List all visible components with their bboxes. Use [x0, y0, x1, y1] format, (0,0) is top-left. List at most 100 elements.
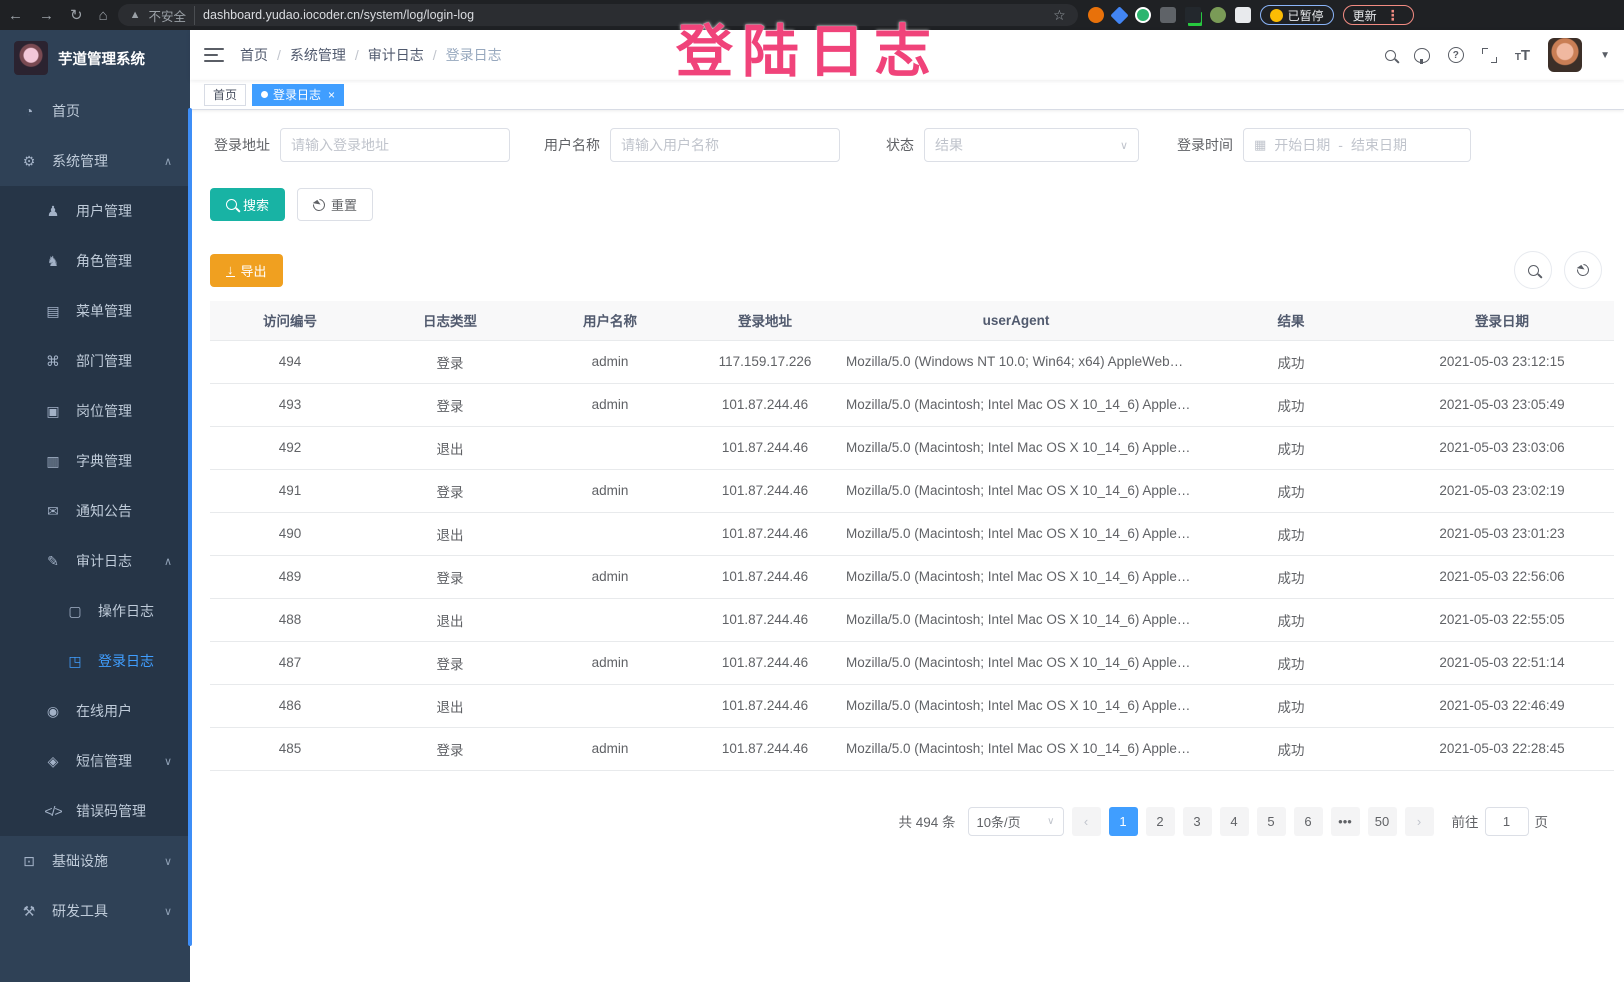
table-row[interactable]: 485 登录 admin 101.87.244.46 Mozilla/5.0 (Maci…	[210, 727, 1614, 771]
date-range-picker[interactable]: ▦ 开始日期 - 结束日期	[1243, 128, 1471, 162]
table-header: 访问编号 日志类型 用户名称 登录地址 userAgent 结果 登录日期	[210, 301, 1614, 340]
github-icon[interactable]	[1413, 47, 1430, 64]
sidebar-item-sms[interactable]: ◈ 短信管理 ∨	[0, 736, 190, 786]
sidebar-item-login-log[interactable]: ◳ 登录日志	[0, 636, 190, 686]
extension-icon-3[interactable]	[1134, 7, 1151, 23]
online-icon: ◉	[46, 702, 60, 719]
table-row[interactable]: 493 登录 admin 101.87.244.46 Mozilla/5.0 (Maci…	[210, 383, 1614, 427]
tag-login-log[interactable]: 登录日志 ×	[252, 83, 345, 106]
browser-home-icon[interactable]: ⌂	[98, 6, 108, 24]
extension-icon-on[interactable]	[1184, 7, 1201, 23]
search-icon[interactable]	[1384, 49, 1396, 61]
sidebar-item-users[interactable]: ♟ 用户管理	[0, 186, 190, 236]
browser-back-icon[interactable]: ←	[8, 6, 23, 24]
page-button-5[interactable]: 5	[1256, 806, 1286, 836]
page-size-select[interactable]: 10条/页 ∨	[967, 806, 1064, 836]
update-button[interactable]: 更新 ⋮	[1342, 5, 1414, 25]
extension-icon-1[interactable]	[1087, 7, 1104, 23]
start-date-placeholder: 开始日期	[1274, 137, 1331, 153]
extension-icon-5[interactable]	[1209, 7, 1226, 23]
fullscreen-icon[interactable]	[1481, 47, 1497, 63]
page-button-6[interactable]: 6	[1293, 806, 1323, 836]
sidebar-scrollbar[interactable]	[188, 108, 192, 946]
tag-home[interactable]: 首页	[204, 83, 247, 106]
sidebar-item-system[interactable]: ⚙ 系统管理 ∧	[0, 136, 190, 186]
sidebar-item-home[interactable]: ◔ 首页	[0, 86, 190, 136]
address-bar[interactable]: ▲ 不安全 dashboard.yudao.iocoder.cn/system/…	[117, 4, 1078, 26]
table-row[interactable]: 487 登录 admin 101.87.244.46 Mozilla/5.0 (Maci…	[210, 641, 1614, 685]
extension-icon-2[interactable]	[1109, 5, 1129, 25]
export-button[interactable]: ↓ 导出	[210, 253, 283, 287]
refresh-table-button[interactable]	[1564, 251, 1602, 289]
dashboard-icon: ◔	[24, 103, 34, 119]
font-size-icon[interactable]: TT	[1514, 46, 1531, 64]
tools-icon: ⚒	[22, 902, 36, 919]
sidebar-item-departments[interactable]: ⌘ 部门管理	[46, 352, 132, 370]
page-button-3[interactable]: 3	[1182, 806, 1212, 836]
page-button-1[interactable]: 1	[1108, 806, 1138, 836]
table-row[interactable]: 489 登录 admin 101.87.244.46 Mozilla/5.0 (Maci…	[210, 555, 1614, 599]
sidebar-item-roles[interactable]: ♞ 角色管理	[0, 236, 190, 286]
col-ip: 登录地址	[690, 301, 840, 340]
table-row[interactable]: 486 退出 101.87.244.46 Mozilla/5.0 (Macintosh…	[210, 684, 1614, 728]
username-input[interactable]	[621, 137, 829, 153]
login-address-input[interactable]	[291, 137, 499, 153]
badge-icon: ▣	[46, 402, 60, 419]
sidebar-item-dicts[interactable]: ▥ 字典管理	[0, 436, 190, 486]
table-row[interactable]: 494 登录 admin 117.159.17.226 Mozilla/5.0 (Win…	[210, 339, 1614, 384]
page-button-2[interactable]: 2	[1145, 806, 1175, 836]
page-ellipsis[interactable]: •••	[1330, 806, 1360, 836]
bookmark-star-icon[interactable]: ☆	[1053, 6, 1066, 23]
close-icon[interactable]: ×	[328, 87, 336, 102]
sidebar-item-infrastructure[interactable]: ⊡ 基础设施 ∨	[0, 836, 190, 886]
sidebar-item-menus[interactable]: ▤ 菜单管理	[0, 286, 190, 336]
breadcrumb-system[interactable]: 系统管理	[289, 47, 346, 63]
table-row[interactable]: 488 退出 101.87.244.46 Mozilla/5.0 (Macintosh…	[210, 598, 1614, 642]
breadcrumb-current: 登录日志	[445, 47, 502, 63]
next-page-button[interactable]: ›	[1404, 806, 1434, 836]
security-label[interactable]: 不安全	[149, 5, 196, 25]
sidebar-item-posts[interactable]: ▣ 岗位管理	[0, 386, 190, 436]
browser-forward-icon[interactable]: →	[39, 6, 54, 24]
page-button-50[interactable]: 50	[1367, 806, 1397, 836]
goto-page-input[interactable]	[1484, 806, 1529, 836]
reset-button[interactable]: 重置	[297, 188, 374, 221]
sidebar-item-error-codes[interactable]: </> 错误码管理	[44, 803, 146, 819]
extension-icon-puzzle[interactable]	[1234, 7, 1251, 23]
search-button[interactable]: 搜索	[210, 188, 286, 221]
page-unit-label: 页	[1534, 815, 1549, 830]
avatar-caret-icon[interactable]: ▼	[1600, 49, 1610, 61]
table-row[interactable]: 490 退出 101.87.244.46 Mozilla/5.0 (Macintosh…	[210, 512, 1614, 556]
hamburger-icon[interactable]	[204, 48, 224, 62]
calendar-icon: ▦	[1254, 137, 1267, 152]
chevron-up-icon: ∧	[163, 555, 172, 568]
status-select[interactable]: 结果 ∨	[924, 128, 1139, 162]
breadcrumb-home[interactable]: 首页	[240, 47, 268, 63]
table-row[interactable]: 491 登录 admin 101.87.244.46 Mozilla/5.0 (Maci…	[210, 469, 1614, 513]
page-button-4[interactable]: 4	[1219, 806, 1249, 836]
sidebar-item-audit-log[interactable]: ✎ 审计日志 ∧	[0, 536, 190, 586]
chevron-down-icon: ∨	[163, 905, 172, 918]
user-avatar[interactable]	[1548, 38, 1583, 72]
logo-row[interactable]: 芋道管理系统	[0, 30, 190, 86]
menu-list-icon: ▤	[46, 302, 60, 319]
col-date: 登录日期	[1390, 301, 1614, 340]
extension-icon-4[interactable]	[1159, 7, 1176, 23]
sidebar-item-dev-tools[interactable]: ⚒ 研发工具 ∨	[0, 886, 190, 936]
browser-menu-icon[interactable]: ⋮	[1385, 6, 1400, 23]
org-tree-icon: ⌘	[46, 352, 60, 369]
breadcrumb-audit[interactable]: 审计日志	[367, 47, 424, 63]
url-text[interactable]: dashboard.yudao.iocoder.cn/system/log/lo…	[203, 8, 475, 22]
sidebar-item-notices[interactable]: ✉ 通知公告	[0, 486, 190, 536]
table-row[interactable]: 492 退出 101.87.244.46 Mozilla/5.0 (Macintosh…	[210, 426, 1614, 470]
username-label: 用户名称	[544, 137, 600, 153]
sidebar-item-online-users[interactable]: ◉ 在线用户	[0, 686, 190, 736]
toggle-search-button[interactable]	[1514, 251, 1552, 289]
sidebar-item-operation-log[interactable]: ▢ 操作日志	[0, 586, 190, 636]
browser-reload-icon[interactable]: ↻	[70, 7, 83, 24]
download-icon: ↓	[226, 261, 235, 277]
col-useragent: userAgent	[840, 301, 1192, 340]
docs-help-icon[interactable]: ?	[1447, 47, 1464, 63]
paused-badge[interactable]: 已暂停	[1259, 5, 1334, 25]
prev-page-button[interactable]: ‹	[1071, 806, 1101, 836]
